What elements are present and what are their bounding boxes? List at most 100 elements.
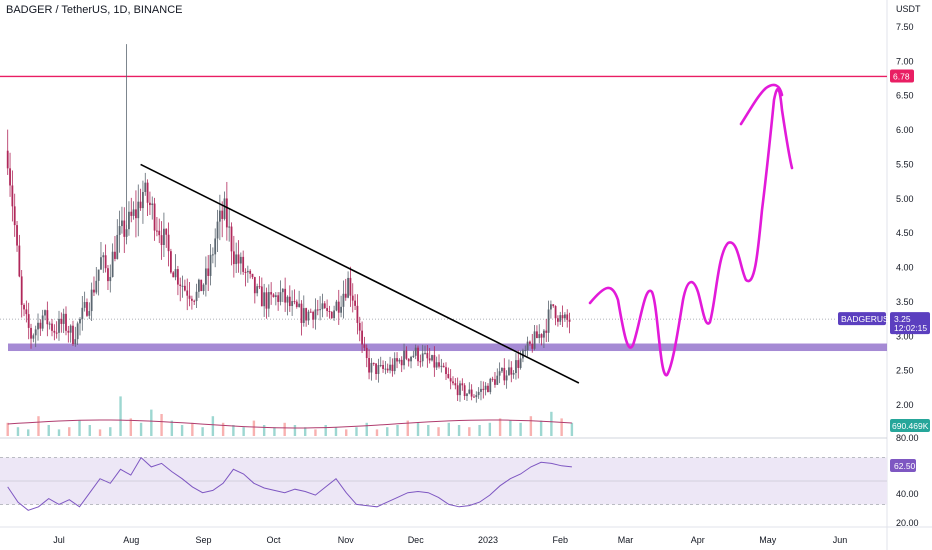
candle-body xyxy=(132,209,135,216)
candle-body xyxy=(312,311,315,320)
candle-body xyxy=(149,202,151,206)
candle-body xyxy=(419,361,422,363)
candle-body xyxy=(358,322,361,331)
volume-bar xyxy=(27,429,30,436)
candle-body xyxy=(363,344,366,348)
title-separator-2: , xyxy=(127,4,134,16)
candle-body xyxy=(400,359,403,366)
candle-body xyxy=(102,255,105,258)
candle-body xyxy=(533,331,536,349)
candle-body xyxy=(41,315,44,329)
candle-body xyxy=(349,277,352,296)
candle-body xyxy=(135,209,137,219)
candle-body xyxy=(235,254,238,265)
candle-body xyxy=(361,330,363,345)
candle-body xyxy=(529,341,531,344)
candle-body xyxy=(421,353,424,362)
candle-body xyxy=(32,335,35,339)
candle-body xyxy=(330,311,333,319)
candle-body xyxy=(46,310,49,325)
candle-body xyxy=(538,334,541,339)
price-tick-label: 6.50 xyxy=(896,91,914,101)
candle-body xyxy=(188,295,191,299)
candle-body xyxy=(20,276,23,305)
candle-body xyxy=(461,383,464,386)
candle-body xyxy=(491,378,494,380)
volume-bar xyxy=(303,427,307,436)
candle-body xyxy=(545,330,548,333)
symbol-pair[interactable]: BADGER / TetherUS xyxy=(6,4,108,16)
date-tick-label: Jun xyxy=(833,535,848,545)
volume-bar xyxy=(550,411,553,436)
candle-body xyxy=(484,385,487,390)
candle-body xyxy=(410,356,412,362)
volume-bar xyxy=(37,416,40,436)
candle-body xyxy=(165,228,168,235)
candle-body xyxy=(379,364,382,366)
volume-bar xyxy=(88,425,91,436)
volume-bar xyxy=(129,418,133,436)
candle-body xyxy=(23,304,25,310)
candle-body xyxy=(482,388,485,390)
candle-body xyxy=(307,311,310,321)
volume-bar xyxy=(47,425,50,436)
candle-body xyxy=(468,389,471,394)
candle-body xyxy=(11,185,14,207)
candle-body xyxy=(37,322,39,330)
candle-body xyxy=(438,362,440,367)
candle-body xyxy=(473,396,475,398)
date-tick-label: Mar xyxy=(618,535,634,545)
volume-bar xyxy=(6,422,9,436)
symbol-tag-label: BADGERUSDT xyxy=(841,314,900,324)
candle-body xyxy=(291,301,294,307)
candle-body xyxy=(74,339,77,345)
volume-bar xyxy=(262,425,266,436)
candle-body xyxy=(284,288,287,303)
candle-body xyxy=(265,292,268,309)
date-tick-label: Sep xyxy=(196,535,212,545)
candle-body xyxy=(225,198,228,228)
candle-body xyxy=(123,220,126,237)
candle-body xyxy=(494,379,496,385)
candle-body xyxy=(142,192,144,209)
volume-bar xyxy=(242,427,245,436)
candle-body xyxy=(144,182,147,193)
candle-body xyxy=(167,234,170,252)
candle-body xyxy=(34,329,37,336)
candle-body xyxy=(396,358,398,362)
candle-body xyxy=(153,203,156,231)
candle-body xyxy=(9,168,11,186)
interval[interactable]: 1D xyxy=(113,4,128,16)
date-tick-label: Dec xyxy=(408,535,425,545)
candle-body xyxy=(260,286,263,307)
candle-body xyxy=(459,383,461,396)
candle-body xyxy=(83,301,86,308)
candle-body xyxy=(244,271,247,273)
candle-body xyxy=(298,303,301,307)
candle-body xyxy=(393,358,396,372)
candle-body xyxy=(475,395,478,398)
candle-body xyxy=(340,306,342,313)
candle-body xyxy=(104,255,107,269)
candle-body xyxy=(118,226,121,235)
candle-body xyxy=(211,254,214,256)
date-tick-label: Apr xyxy=(691,535,705,545)
candle-body xyxy=(344,293,347,298)
candle-body xyxy=(267,292,270,309)
volume-bar xyxy=(509,420,512,436)
candle-body xyxy=(221,210,224,219)
volume-bar xyxy=(293,425,297,436)
candle-body xyxy=(197,279,200,292)
candle-body xyxy=(440,365,443,367)
candle-body xyxy=(403,350,405,366)
volume-bar xyxy=(560,418,563,436)
candle-body xyxy=(239,256,242,264)
rsi-tick-label: 20.00 xyxy=(896,518,919,528)
candle-body xyxy=(237,254,240,264)
candle-body xyxy=(193,300,196,302)
candle-body xyxy=(146,182,149,203)
candle-body xyxy=(524,350,527,352)
candle-body xyxy=(130,211,133,216)
candle-body xyxy=(428,358,431,361)
